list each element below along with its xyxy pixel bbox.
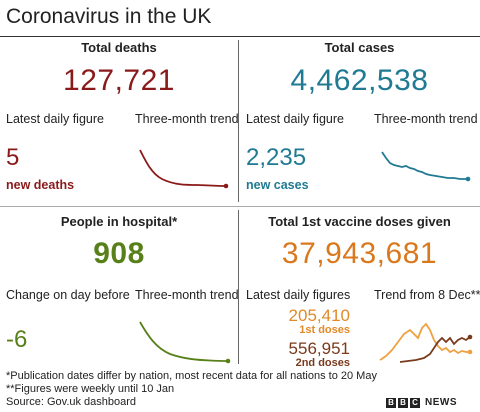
- deaths-trend-label: Three-month trend: [135, 112, 239, 126]
- horizontal-divider: [0, 206, 480, 207]
- title-divider: [0, 36, 480, 37]
- bbc-news-logo: B B C NEWS: [386, 397, 457, 408]
- footnote-weekly: **Figures were weekly until 10 Jan: [6, 383, 175, 395]
- deaths-trend-chart: [139, 149, 229, 189]
- vaccine-first-value: 205,410: [288, 306, 350, 325]
- hospital-trend-chart: [139, 321, 231, 364]
- deaths-daily-label: Latest daily figure: [6, 112, 104, 126]
- hospital-daily-label: Change on day before: [6, 288, 130, 302]
- cases-daily-label: Latest daily figure: [246, 112, 344, 126]
- cases-trend-label: Three-month trend: [374, 112, 478, 126]
- page-title: Coronavirus in the UK: [6, 5, 212, 28]
- cases-trend-chart: [381, 151, 471, 182]
- logo-block: B: [386, 397, 396, 408]
- hospital-header: People in hospital*: [60, 214, 178, 229]
- hospital-trend-label: Three-month trend: [135, 288, 239, 302]
- vaccine-trend-label: Trend from 8 Dec**: [374, 288, 480, 302]
- footnotes: *Publication dates differ by nation, mos…: [6, 370, 377, 409]
- vaccine-first-sub: 1st doses: [299, 324, 350, 336]
- vaccine-daily-label: Latest daily figures: [246, 288, 351, 302]
- cases-total: 4,462,538: [290, 64, 429, 97]
- logo-block: B: [398, 397, 408, 408]
- cases-daily-value: 2,235: [246, 144, 307, 171]
- footnote-source: Source: Gov.uk dashboard: [6, 396, 137, 408]
- deaths-header: Total deaths: [81, 40, 157, 55]
- hospital-total: 908: [93, 237, 145, 270]
- deaths-total: 127,721: [63, 64, 175, 97]
- deaths-daily-value: 5: [6, 144, 20, 171]
- vaccine-total: 37,943,681: [281, 237, 438, 270]
- vaccine-header: Total 1st vaccine doses given: [268, 214, 451, 229]
- cases-daily-sub: new cases: [246, 178, 309, 192]
- vertical-divider-top: [238, 40, 239, 202]
- logo-block: C: [410, 397, 420, 408]
- vaccine-second-sub: 2nd doses: [295, 357, 350, 369]
- vaccine-trend-chart: [379, 322, 473, 363]
- vertical-divider-bottom: [238, 210, 239, 364]
- vaccine-second-value: 556,951: [288, 339, 350, 358]
- cases-header: Total cases: [324, 40, 395, 55]
- footnote-publication: *Publication dates differ by nation, mos…: [6, 370, 377, 382]
- hospital-daily-value: -6: [6, 326, 28, 353]
- deaths-daily-sub: new deaths: [6, 178, 75, 192]
- logo-news-text: NEWS: [425, 397, 457, 408]
